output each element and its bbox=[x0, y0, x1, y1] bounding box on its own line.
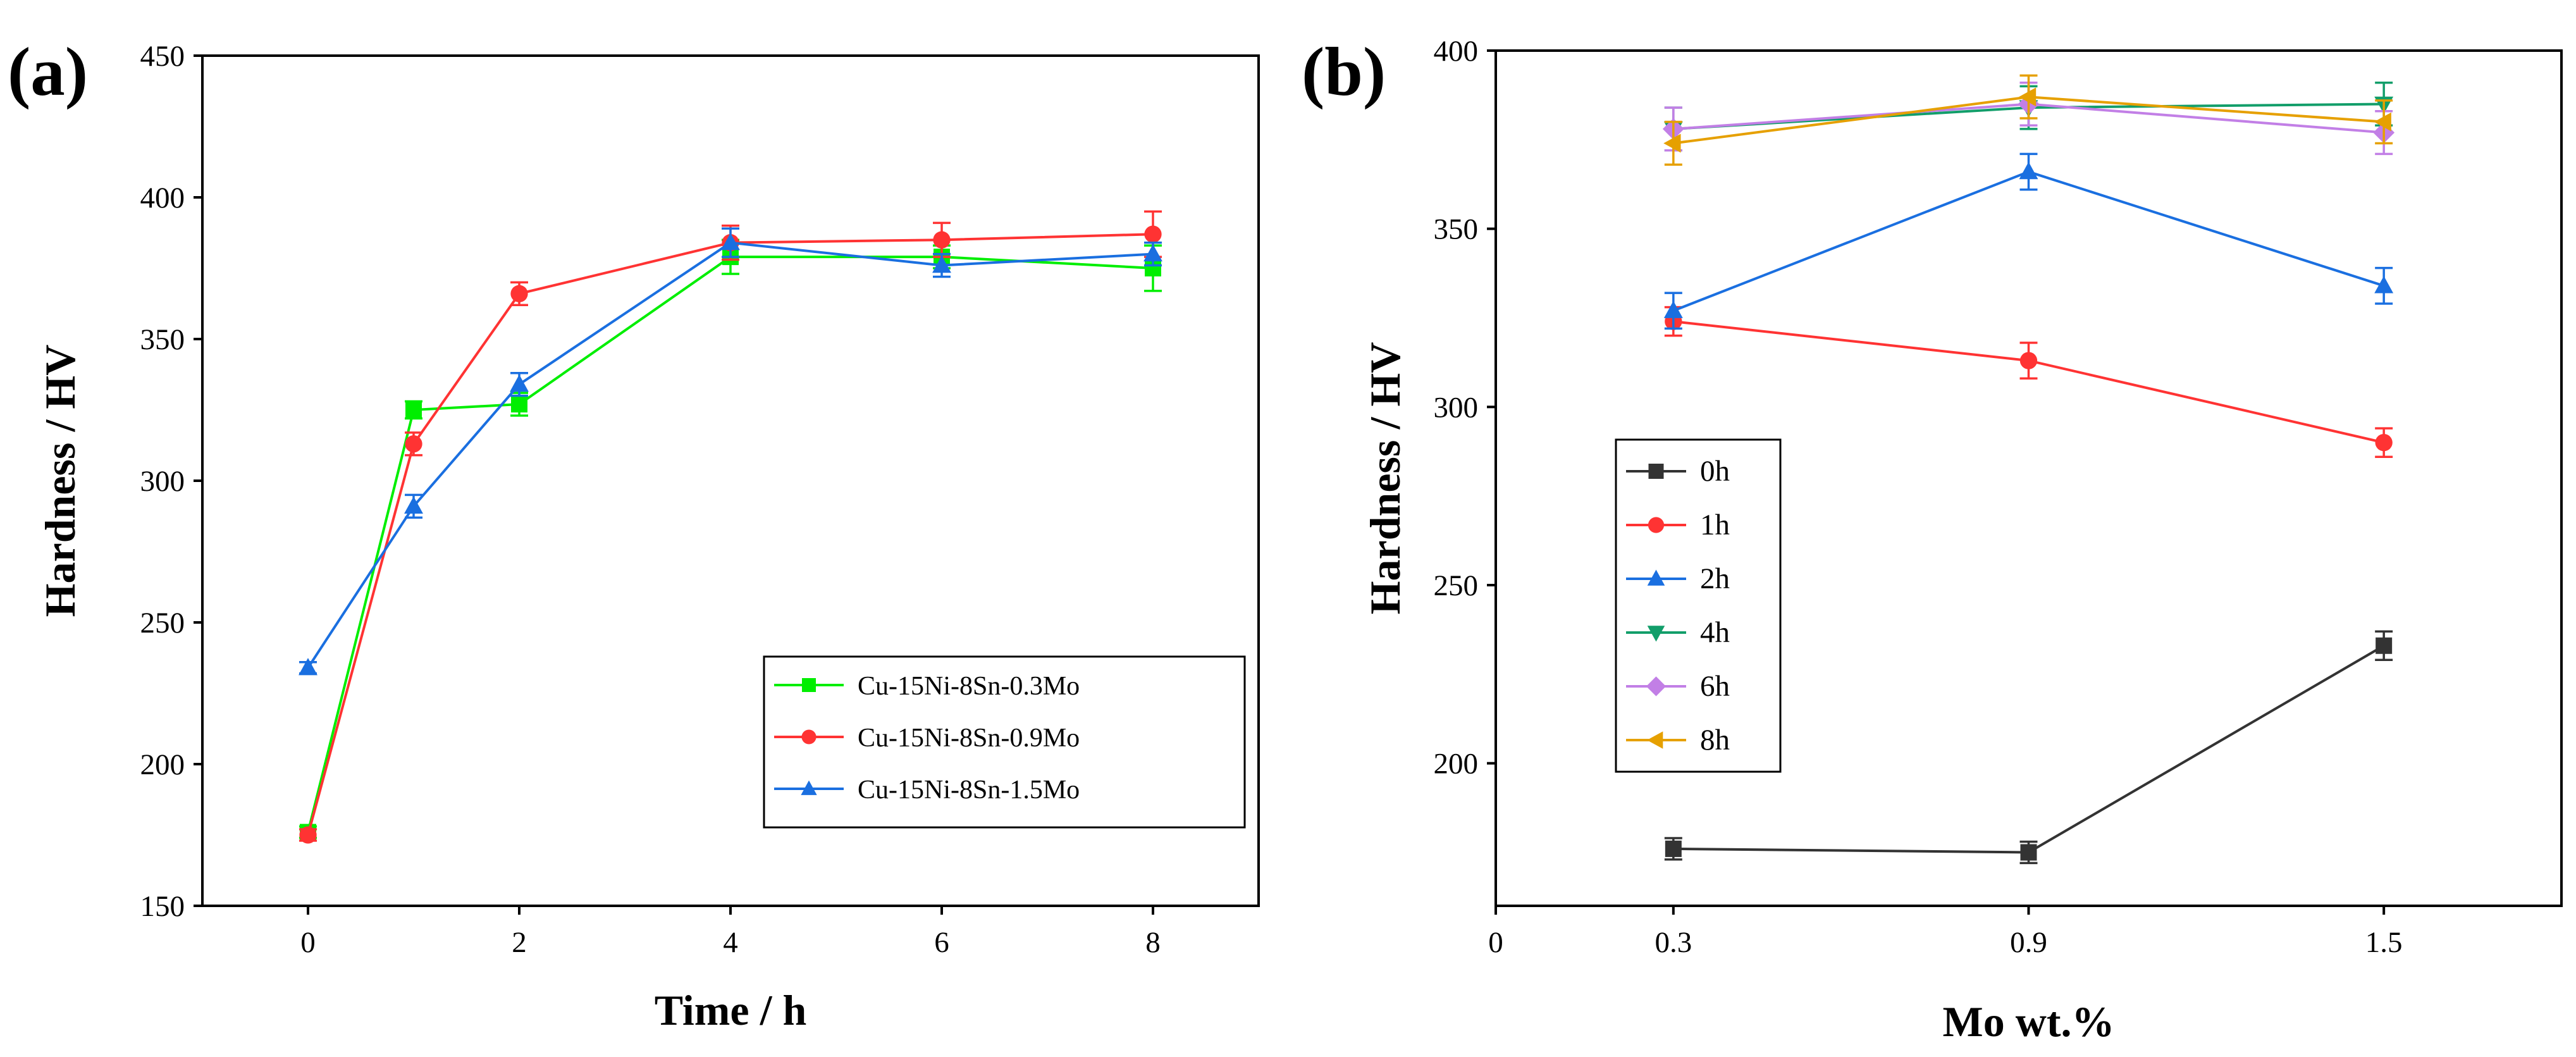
legend-marker bbox=[802, 678, 816, 692]
x-axis-title: Mo wt.% bbox=[1943, 998, 2115, 1046]
data-point bbox=[1143, 244, 1162, 262]
data-point bbox=[2019, 352, 2038, 369]
data-point bbox=[510, 374, 529, 392]
data-point bbox=[933, 231, 951, 249]
y-tick-label: 350 bbox=[140, 323, 185, 356]
panel-label: (a) bbox=[8, 34, 88, 110]
chart-panel-b: (b) 0 0.3 0.9 1.5 200 250 300 350 400 Mo wt.% Hardn… bbox=[1302, 34, 2563, 1046]
series-8h bbox=[1663, 74, 2393, 166]
legend-box bbox=[1615, 438, 1782, 773]
legend-label: 1h bbox=[1700, 509, 1730, 541]
data-point bbox=[2374, 112, 2391, 132]
legend-marker bbox=[1647, 569, 1665, 586]
data-point bbox=[299, 658, 317, 676]
y-tick-label: 300 bbox=[140, 465, 185, 498]
legend-marker bbox=[1647, 626, 1665, 642]
data-point bbox=[932, 255, 951, 273]
y-tick-label: 200 bbox=[140, 748, 185, 781]
legend-entry: Cu-15Ni-8Sn-0.3Mo bbox=[774, 672, 1080, 701]
x-tick-label: 8 bbox=[1145, 926, 1161, 959]
legend-entry: 2h bbox=[1626, 562, 1730, 595]
y-tick-label: 400 bbox=[1434, 35, 1479, 68]
x-tick-label: 0 bbox=[1488, 926, 1503, 959]
data-point bbox=[2018, 87, 2037, 107]
series-cu-15ni-8sn-0-9mo bbox=[299, 210, 1162, 844]
series-line bbox=[1673, 170, 2384, 312]
legend-label: Cu-15Ni-8Sn-0.9Mo bbox=[858, 724, 1080, 753]
data-point bbox=[299, 826, 317, 844]
series-1h bbox=[1664, 306, 2393, 458]
data-point bbox=[404, 496, 423, 514]
data-point bbox=[510, 285, 528, 302]
legend-entry: 8h bbox=[1626, 724, 1730, 757]
data-point bbox=[1144, 225, 1162, 243]
data-point bbox=[2375, 434, 2393, 452]
x-axis-title: Time / h bbox=[655, 986, 807, 1034]
x-tick-label: 0.9 bbox=[2010, 926, 2047, 959]
series-line bbox=[1673, 320, 2384, 444]
legend-marker bbox=[1647, 731, 1663, 749]
y-axis-title: Hardness / HV bbox=[1361, 342, 1409, 615]
legend-box bbox=[763, 655, 1246, 829]
data-point bbox=[2376, 637, 2393, 654]
legend-marker bbox=[1648, 464, 1664, 479]
data-point bbox=[1665, 840, 1682, 857]
data-point bbox=[511, 396, 527, 413]
series-line bbox=[307, 241, 1154, 669]
legend-label: Cu-15Ni-8Sn-1.5Mo bbox=[858, 776, 1080, 805]
y-tick-label: 350 bbox=[1434, 213, 1479, 246]
legend-label: Cu-15Ni-8Sn-0.3Mo bbox=[858, 672, 1080, 701]
data-point bbox=[2020, 844, 2037, 861]
legend-entry: 4h bbox=[1626, 616, 1730, 649]
legend-marker bbox=[1648, 517, 1665, 533]
y-tick-label: 250 bbox=[140, 607, 185, 640]
data-point bbox=[2019, 161, 2038, 180]
x-tick-label: 6 bbox=[934, 926, 949, 959]
data-point bbox=[405, 435, 422, 453]
series-0h bbox=[1664, 630, 2393, 865]
y-tick-label: 150 bbox=[140, 890, 185, 923]
x-tick-label: 2 bbox=[512, 926, 527, 959]
x-tick-label: 1.5 bbox=[2365, 926, 2403, 959]
y-tick-label: 450 bbox=[140, 40, 185, 73]
series-line bbox=[307, 256, 1154, 833]
legend-label: 6h bbox=[1700, 670, 1730, 703]
data-point bbox=[1663, 300, 1683, 318]
legend-entry: 6h bbox=[1626, 670, 1730, 703]
series-2h bbox=[1663, 152, 2394, 330]
panel-label: (b) bbox=[1302, 34, 1386, 110]
legend: Cu-15Ni-8Sn-0.3Mo Cu-15Ni-8Sn-0.9Mo Cu-15N… bbox=[763, 655, 1246, 829]
y-tick-label: 250 bbox=[1434, 569, 1479, 602]
y-tick-label: 200 bbox=[1434, 748, 1479, 781]
x-tick-label: 4 bbox=[723, 926, 738, 959]
legend-entry: Cu-15Ni-8Sn-0.9Mo bbox=[774, 724, 1080, 753]
legend-marker bbox=[801, 729, 817, 745]
legend-marker bbox=[1646, 676, 1667, 696]
data-point bbox=[405, 402, 422, 418]
data-point bbox=[2374, 276, 2394, 294]
y-axis-title: Hardness / HV bbox=[36, 345, 84, 617]
legend-entry: Cu-15Ni-8Sn-1.5Mo bbox=[774, 776, 1080, 805]
data-point bbox=[721, 233, 740, 250]
y-tick-label: 400 bbox=[140, 182, 185, 214]
x-tick-label: 0 bbox=[300, 926, 316, 959]
legend-label: 8h bbox=[1700, 724, 1730, 757]
x-tick-label: 0.3 bbox=[1655, 926, 1692, 959]
data-point bbox=[1663, 133, 1681, 153]
legend-label: 2h bbox=[1700, 562, 1730, 595]
y-tick-label: 300 bbox=[1434, 391, 1479, 424]
legend-label: 0h bbox=[1700, 455, 1730, 488]
legend-label: 4h bbox=[1700, 616, 1730, 649]
series-line bbox=[307, 233, 1154, 836]
legend: 0h 1h 2h 4h 6h 8h bbox=[1615, 438, 1782, 773]
legend-entry: 0h bbox=[1626, 455, 1730, 488]
series-cu-15ni-8sn-1-5mo bbox=[299, 227, 1162, 676]
legend-entry: 1h bbox=[1626, 509, 1730, 541]
legend-marker bbox=[801, 780, 817, 795]
chart-panel-a: (a) 0 2 4 6 8 150 200 250 300 350 400 450 Time / h Har… bbox=[8, 34, 1260, 1034]
